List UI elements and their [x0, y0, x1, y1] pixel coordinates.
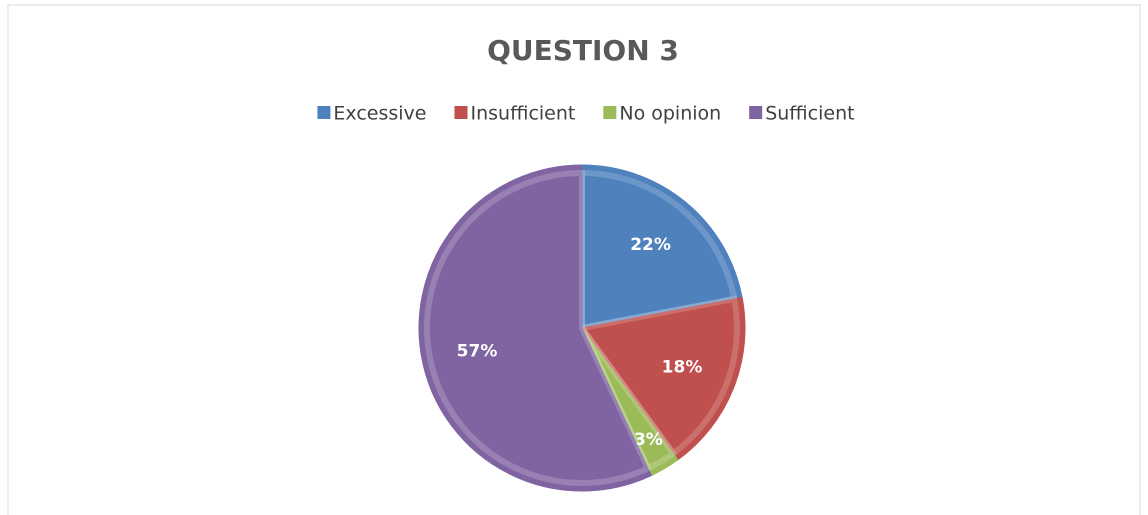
legend-swatch — [317, 106, 331, 119]
legend-label: No opinion — [619, 103, 721, 125]
legend-swatch — [603, 106, 617, 119]
data-label: 18% — [662, 358, 703, 378]
data-label: 57% — [457, 341, 498, 361]
pie-slice-bevel — [424, 169, 652, 486]
pie-slice-bevel — [579, 169, 738, 332]
data-label: 22% — [630, 235, 671, 255]
pie-slice-bevel — [576, 295, 740, 458]
legend-swatch — [454, 106, 468, 119]
data-label: 3% — [634, 430, 663, 450]
pie-slice — [581, 164, 743, 329]
pie-slice — [581, 296, 746, 461]
legend-label: Insufficient — [470, 103, 575, 125]
chart-title: QUESTION 3 — [487, 34, 679, 67]
legend-label: Sufficient — [765, 103, 854, 125]
pie-slice — [418, 164, 653, 492]
legend-swatch — [749, 106, 763, 119]
legend-label: Excessive — [333, 103, 426, 125]
